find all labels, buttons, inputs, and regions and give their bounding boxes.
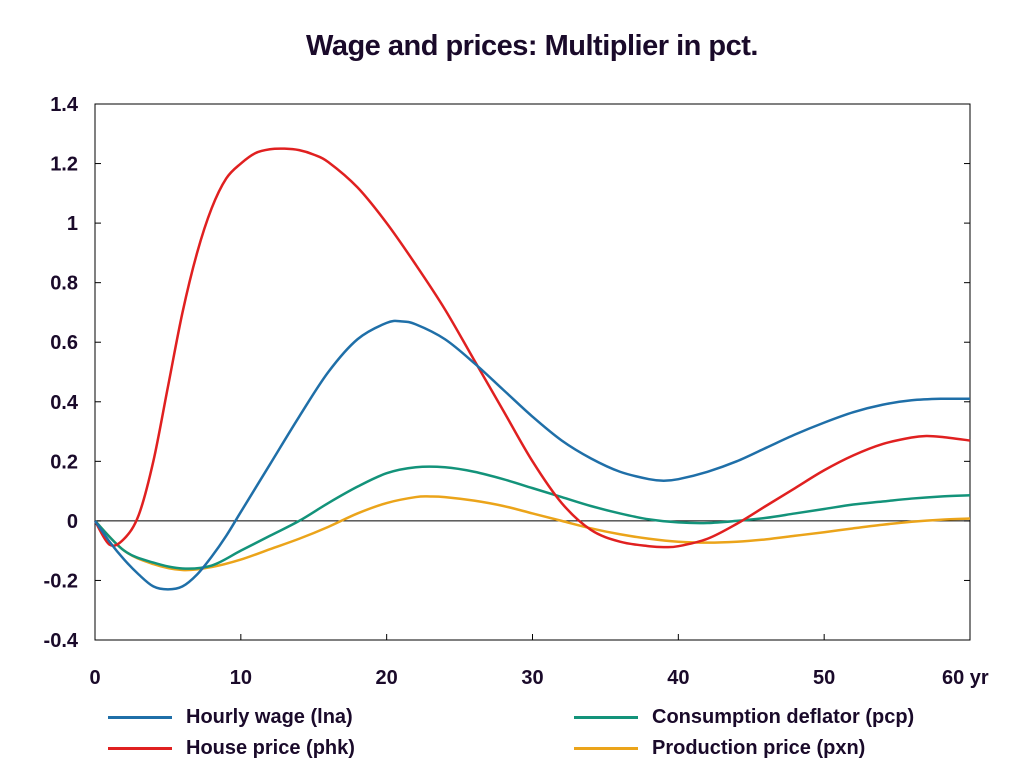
legend-item: Hourly wage (lna) [108,702,353,732]
legend-label: House price (phk) [186,736,355,759]
y-tick-label: 0.6 [50,332,78,354]
legend-item: Production price (pxn) [574,733,865,763]
series-line-production-price-pxn [94,495,971,572]
y-tick-label: -0.2 [44,570,78,592]
x-tick-label: 30 [521,667,543,689]
x-tick-label: 60 yr [942,667,989,689]
legend-swatch [574,715,638,719]
y-tick-label: 0 [67,511,78,533]
y-tick-label: 0.4 [50,392,79,414]
y-tick-label: 1.4 [50,94,79,116]
legend-swatch [574,746,638,750]
series-line-house-price-phk [93,147,971,549]
legend-item: House price (phk) [108,733,355,763]
legend: Hourly wage (lna) Consumption deflator (p… [108,702,988,766]
series-line-hourly-wage-lna [93,319,971,591]
legend-label: Consumption deflator (pcp) [652,705,915,728]
legend-swatch [108,746,172,750]
y-tick-label: -0.4 [44,630,79,652]
legend-item: Consumption deflator (pcp) [574,702,914,732]
tick-labels: -0.4 -0.2 0 0.2 0.4 0.6 0.8 1 1.2 1.4 0 10 20 30 40 50 6… [44,94,989,689]
y-tick-label: 1.2 [50,154,78,176]
y-tick-label: 0.2 [50,451,78,473]
plot-axes [94,103,971,641]
legend-swatch [108,715,172,719]
series-lines [93,147,971,591]
y-tick-label: 0.8 [50,273,78,295]
legend-label: Hourly wage (lna) [186,705,353,728]
y-tick-label: 1 [67,213,78,235]
x-tick-label: 20 [376,667,398,689]
chart-title: Wage and prices: Multiplier in pct. [306,30,758,62]
legend-label: Production price (pxn) [652,736,866,759]
x-tick-label: 0 [89,667,100,689]
series-line-consumption-deflator-pcp [94,465,971,570]
x-tick-label: 10 [230,667,252,689]
x-tick-label: 50 [813,667,835,689]
x-tick-label: 40 [667,667,689,689]
line-chart: -0.4 -0.2 0 0.2 0.4 0.6 0.8 1 1.2 1.4 0 10 20 30 40 50 6… [44,94,989,689]
